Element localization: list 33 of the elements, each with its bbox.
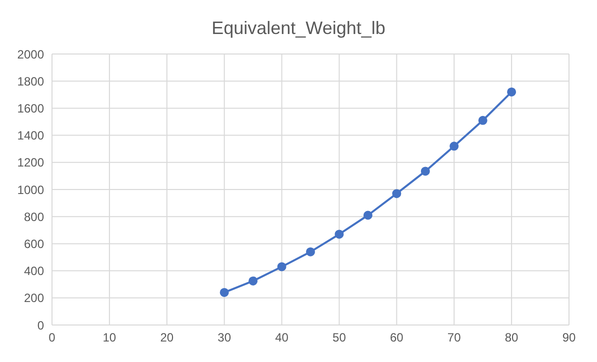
x-tick-label: 20 (160, 330, 174, 345)
point (450, 142, 459, 151)
x-tick-label: 40 (275, 330, 289, 345)
point (478, 116, 488, 125)
y-tick-label: 800 (24, 210, 44, 224)
point (306, 247, 315, 256)
x-tick-label: 0 (48, 330, 56, 345)
x-tick-label: 10 (102, 330, 116, 345)
y-tick-label: 200 (24, 291, 44, 306)
x-tick-label: 30 (218, 330, 232, 345)
y-tick-label: 600 (24, 236, 44, 251)
y-tick-label: 1400 (17, 128, 44, 143)
x-tick-label: 90 (562, 330, 576, 345)
x-tick-label: 70 (447, 330, 462, 345)
y-tick-label: 1600 (17, 101, 44, 116)
point (277, 262, 286, 272)
point (220, 288, 229, 297)
x-tick-label: 60 (390, 330, 404, 345)
point (334, 230, 344, 239)
chart-title: Equivalent_Weight_lb (210, 18, 386, 39)
point (363, 210, 372, 220)
x-tick-label: 80 (504, 330, 519, 345)
point (392, 189, 402, 198)
point (507, 87, 516, 96)
x-tick-label: 50 (332, 330, 346, 345)
y-tick-label: 400 (24, 264, 44, 278)
y-tick-label: 2000 (17, 47, 44, 62)
y-tick-label: 0 (37, 318, 44, 332)
y-tick-label: 1200 (17, 156, 44, 170)
point (420, 166, 430, 176)
y-tick-label: 1800 (17, 74, 44, 88)
y-tick-label: 1000 (17, 182, 44, 197)
point (248, 276, 258, 286)
